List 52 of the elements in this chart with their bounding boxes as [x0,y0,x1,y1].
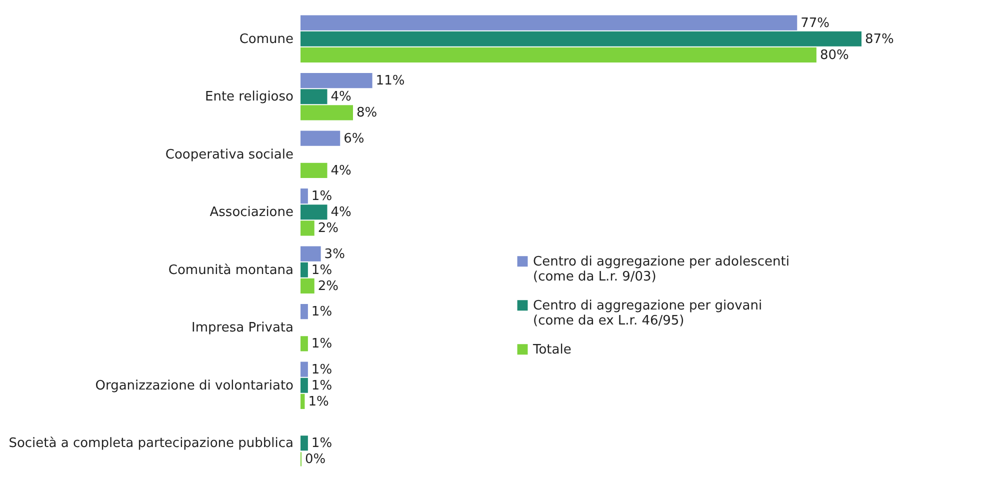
bar [300,304,308,320]
data-label: 0% [305,452,326,468]
data-label: 1% [311,304,332,320]
data-label: 1% [311,336,332,352]
bar [300,73,372,88]
y-tick-label: Ente religioso [204,90,294,105]
data-label: 87% [865,32,894,47]
data-label: 4% [330,90,352,105]
data-label: 80% [820,48,849,63]
y-tick-label: Associazione [210,205,294,220]
y-tick-label: Cooperativa sociale [165,147,294,162]
data-label: 4% [330,163,352,178]
bar [300,378,308,393]
data-label: 3% [324,246,345,262]
bar [300,436,308,451]
bar [300,89,328,104]
bar [300,336,308,352]
bar [300,278,314,294]
bar [300,162,328,178]
bar [300,31,862,46]
legend-label: Centro di aggregazione per giovani (come da ex L.r. 46/95) [533,298,762,328]
legend-label: Totale [532,342,572,358]
data-label: 8% [356,106,378,121]
y-tick-label: Comune [239,32,294,47]
bar [300,394,305,409]
bar [300,188,308,204]
bar [300,262,308,278]
data-label: 2% [318,221,338,236]
data-label: 1% [311,378,332,394]
bar [300,105,353,120]
data-label: 1% [311,262,332,278]
data-label: 1% [311,189,332,204]
legend-label: Centro di aggregazione per adolescenti (come da L.r. 9/03) [533,254,790,284]
bar [300,220,314,236]
data-label: 6% [344,131,364,146]
bar [300,204,328,220]
y-tick-label: Comunità montana [168,262,294,278]
data-label: 1% [311,362,332,378]
bar [300,362,308,377]
data-label: 11% [376,74,405,89]
data-label: 2% [318,278,338,294]
data-label: 77% [800,16,830,31]
y-tick-label: Organizzazione di volontariato [95,378,294,394]
bar [300,130,340,146]
y-tick-label: Impresa Privata [192,320,294,336]
data-label: 4% [330,205,352,220]
bar [300,15,798,30]
y-tick-label: Società a completa partecipazione pubblica [8,436,294,452]
bar [300,47,816,62]
bar [300,246,321,262]
data-label: 1% [311,436,332,452]
data-label: 1% [308,394,329,410]
